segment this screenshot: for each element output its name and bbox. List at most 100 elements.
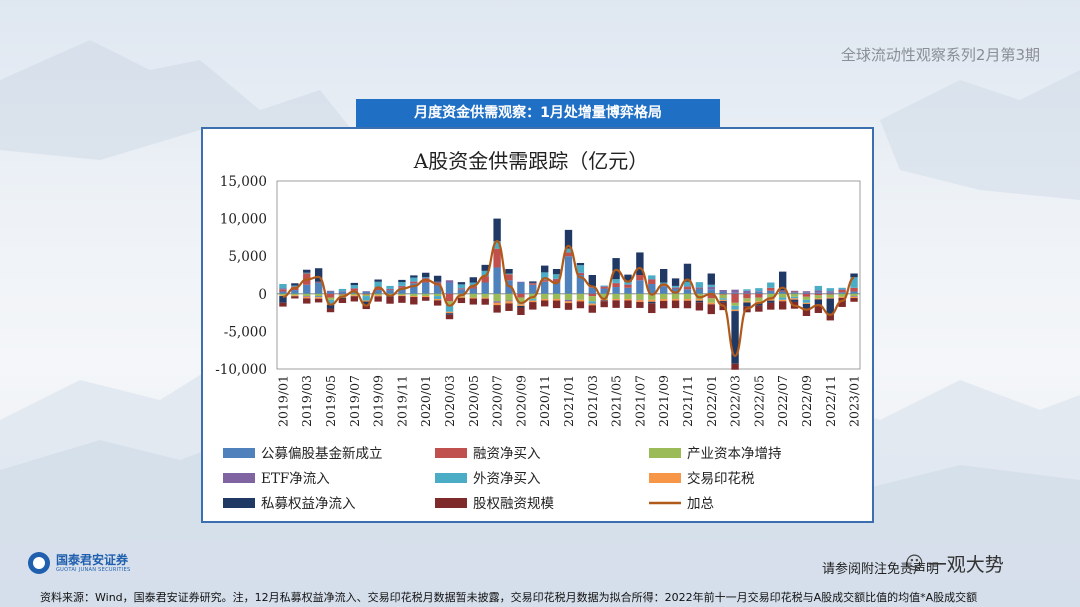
bar-industry [659, 293, 668, 300]
bar-pledge [588, 305, 596, 313]
disclaimer-note: 请参阅附注免责声明 [822, 562, 940, 577]
bar-fund [838, 292, 846, 294]
bar-foreign [433, 296, 442, 300]
bar-etf [303, 296, 311, 297]
legend-swatch-etf [223, 473, 255, 483]
bar-private [493, 218, 501, 242]
bar-fund [291, 290, 299, 294]
bar-foreign [445, 304, 454, 312]
bar-stamp [731, 309, 739, 312]
bar-private [624, 274, 632, 283]
bar-fund [457, 289, 466, 294]
bar-etf [386, 288, 394, 290]
legend-swatch-industry [649, 448, 681, 458]
bar-foreign [838, 287, 846, 290]
bar-margin [374, 287, 382, 291]
bar-pledge [552, 300, 561, 309]
bar-stamp [279, 295, 287, 297]
bar-fund [314, 282, 323, 294]
bar-margin [314, 281, 323, 283]
x-tick-label: 2021/03 [585, 375, 600, 427]
report-series-title: 全球流动性观察系列2月第3期 [840, 46, 1040, 64]
bar-private [279, 296, 287, 303]
legend-swatch-stamp [649, 473, 681, 483]
bar-margin [648, 279, 656, 285]
bar-stamp [422, 296, 430, 298]
bar-etf [814, 290, 823, 293]
bar-foreign [588, 301, 596, 304]
bar-stamp [517, 304, 525, 306]
bar-margin [671, 287, 680, 289]
bar-industry [386, 293, 394, 296]
bar-pledge [279, 302, 287, 307]
bar-industry [350, 293, 359, 296]
bar-etf [612, 282, 620, 284]
x-tick-label: 2022/01 [704, 375, 719, 427]
bar-margin [564, 252, 573, 257]
bar-margin [398, 286, 406, 288]
legend-label: 融资净买入 [473, 446, 541, 462]
bar-foreign [767, 282, 775, 288]
legend-swatch-foreign [435, 473, 467, 483]
bar-private [422, 272, 430, 278]
legend-label: 公募偏股基金新成立 [261, 445, 383, 462]
bar-pledge [814, 304, 823, 313]
bar-stamp [802, 302, 811, 304]
bar-fund [374, 290, 382, 294]
company-logo: 国泰君安证券 GUOTAI JUNAN SECURITIES [28, 552, 130, 574]
bar-pledge [481, 298, 489, 305]
bar-pledge [469, 298, 478, 305]
bar-margin [410, 281, 418, 284]
bar-pledge [517, 307, 525, 316]
bar-industry [326, 297, 335, 300]
bar-industry [850, 293, 858, 297]
legend-item-stamp: 交易印花税 [649, 470, 755, 487]
plot-area-border [276, 180, 861, 370]
legend-swatch-margin [435, 448, 467, 458]
bar-pledge [350, 296, 359, 302]
bar-stamp [826, 297, 834, 299]
bar-stamp [314, 297, 323, 299]
bar-margin [517, 293, 525, 298]
x-tick-label: 2022/03 [728, 375, 743, 427]
bar-etf [362, 291, 370, 292]
bar-foreign [481, 270, 489, 277]
bar-fund [362, 291, 370, 294]
x-tick-label: 2019/01 [275, 375, 290, 427]
bar-stamp [790, 298, 799, 300]
bar-pledge [564, 303, 573, 310]
bar-industry [707, 298, 715, 303]
y-tick-label: 15,000 [220, 174, 267, 190]
x-tick-label: 2021/01 [561, 375, 576, 427]
bar-stamp [505, 301, 513, 304]
bar-private [719, 301, 727, 303]
bar-foreign [529, 299, 537, 301]
bar-pledge [433, 300, 442, 306]
bar-pledge [422, 297, 430, 301]
bar-stamp [362, 300, 370, 302]
bar-stamp [493, 302, 501, 306]
bar-margin [588, 293, 596, 297]
bar-industry [814, 295, 823, 299]
legend-label: 股权融资规模 [473, 495, 554, 512]
legend-item-foreign: 外资净买入 [435, 471, 541, 487]
bar-etf [695, 287, 704, 288]
bar-private [695, 300, 704, 303]
bar-private [505, 268, 513, 274]
bar-margin [326, 293, 335, 298]
bar-fund [552, 282, 561, 294]
bar-fund [671, 288, 680, 294]
bar-fund [386, 290, 394, 294]
bar-stamp [778, 299, 787, 302]
bar-fund [564, 256, 573, 294]
bar-pledge [410, 296, 418, 305]
legend-item-etf: ETF净流入 [223, 471, 330, 487]
bar-private [326, 304, 335, 309]
bar-fund [600, 288, 608, 294]
bar-foreign [707, 284, 715, 288]
bar-foreign [600, 285, 608, 287]
bar-margin [529, 283, 537, 285]
bar-private [636, 252, 644, 275]
wechat-watermark: ☺ 一观大势 [905, 550, 1004, 577]
bar-industry [778, 293, 787, 298]
